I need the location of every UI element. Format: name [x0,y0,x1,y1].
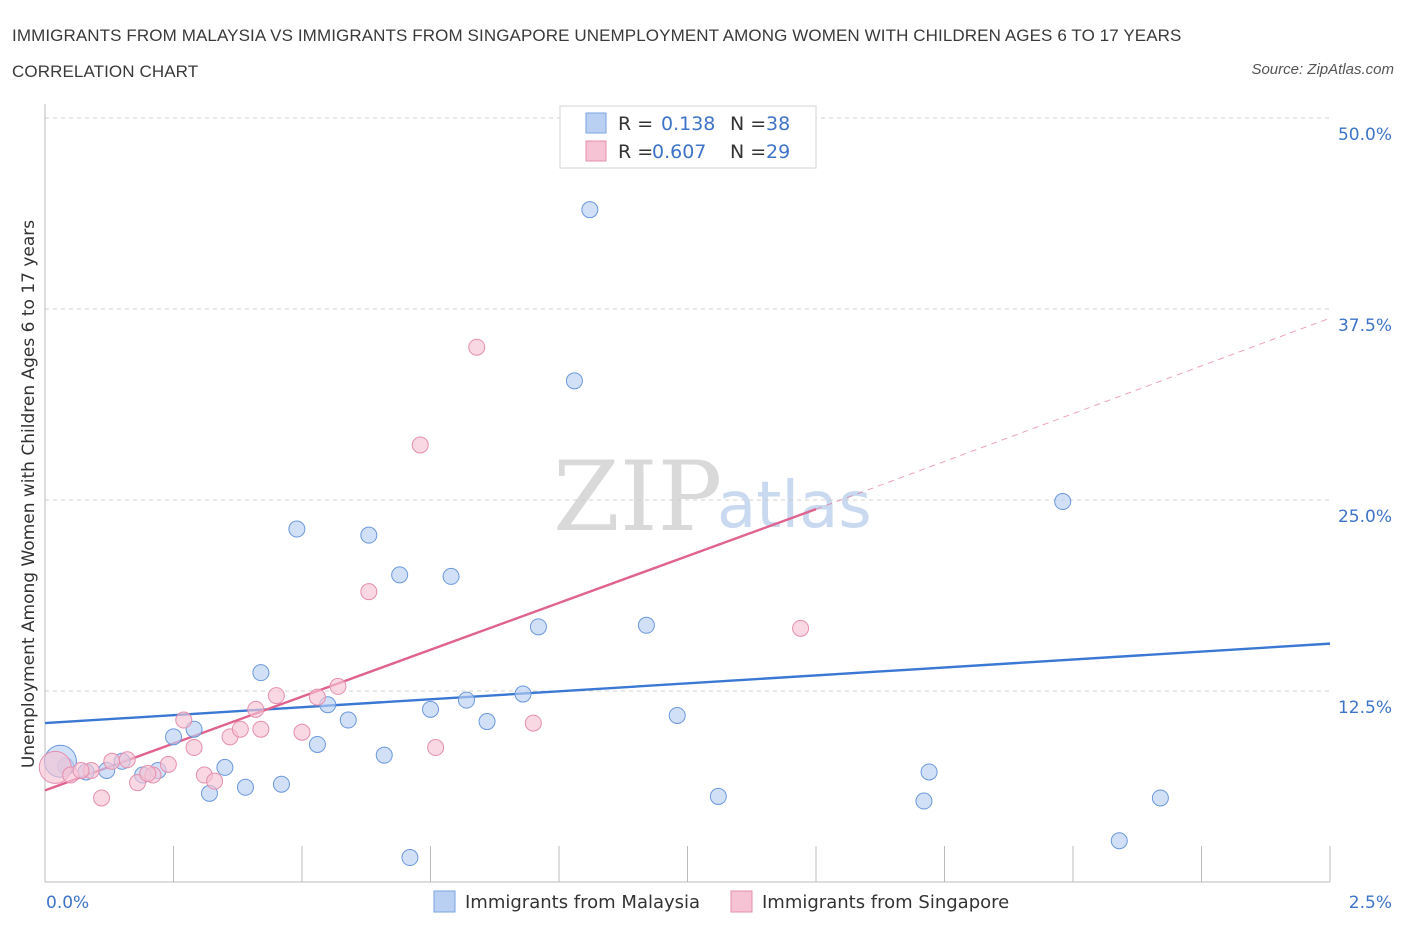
point-singapore [360,583,378,601]
point-singapore [468,338,486,356]
point-malaysia [668,706,686,724]
chart-source: Source: ZipAtlas.com [1251,61,1394,78]
legend-r-value-malaysia: 0.138 [661,113,715,135]
point-malaysia [442,567,460,585]
legend-n-value-singapore: 29 [766,141,790,163]
point-malaysia [565,372,583,390]
grid-lines [45,117,1330,692]
y-tick-label: 12.5% [1338,698,1392,718]
point-singapore [93,789,111,807]
legend-swatch-singapore [585,140,607,162]
point-malaysia [422,700,439,718]
point-malaysia [1151,789,1169,807]
point-malaysia [637,616,655,634]
bottom-legend-swatch-singapore [730,890,753,913]
legend-r-value-singapore: 0.607 [652,141,706,163]
point-singapore [329,677,347,695]
point-malaysia [360,526,378,544]
y-tick-label: 37.5% [1338,316,1392,336]
y-axis-label: Unemployment Among Women with Children A… [19,220,39,768]
point-singapore [524,714,542,732]
bottom-legend-singapore: Immigrants from Singapore [762,892,1009,913]
point-singapore [247,700,265,718]
watermark-atlas: atlas [717,469,872,543]
bottom-legend-swatch-malaysia [433,890,456,913]
point-malaysia [920,763,938,781]
y-tick-label: 50.0% [1338,125,1392,145]
point-singapore [206,772,224,790]
x-tick-label: 2.5% [1349,893,1392,913]
y-tick-label: 25.0% [1338,507,1392,527]
point-malaysia [308,735,326,753]
legend-r-label-malaysia: R = [618,113,653,135]
legend-n-label-singapore: N = [730,141,766,163]
point-singapore [252,720,270,738]
x-tick-label: 0.0% [46,893,89,913]
legend-swatch-malaysia [585,112,607,134]
point-singapore [185,739,203,757]
point-singapore [103,752,121,770]
point-malaysia [709,787,727,805]
bottom-legend-malaysia: Immigrants from Malaysia [465,892,700,913]
point-malaysia [915,792,933,810]
point-malaysia [252,664,270,682]
point-singapore [159,755,177,773]
point-singapore [792,619,810,637]
bottom-legend: Immigrants from Malaysia Immigrants from… [433,890,1009,913]
point-malaysia [401,849,419,867]
point-singapore [308,688,326,706]
chart-title: IMMIGRANTS FROM MALAYSIA VS IMMIGRANTS F… [12,26,1182,81]
point-malaysia [1110,832,1128,850]
point-malaysia [457,691,475,709]
point-singapore [139,765,157,783]
point-singapore [72,761,90,779]
point-malaysia [236,778,254,796]
point-singapore [293,723,311,741]
point-singapore [411,436,429,454]
legend-n-value-malaysia: 38 [766,113,790,135]
point-malaysia [391,566,409,584]
point-singapore [427,739,445,757]
point-malaysia [478,713,496,731]
legend-r-label-singapore: R = [618,141,653,163]
point-singapore [231,720,249,738]
watermark-zip: ZIP [553,441,722,553]
point-malaysia [1054,493,1072,511]
trend-line-malaysia [44,642,1331,725]
point-malaysia [581,201,599,219]
axes [44,104,1331,883]
point-singapore [267,687,285,705]
point-malaysia [529,618,547,636]
y-tick-labels: 12.5% 25.0% 37.5% 50.0% [1338,125,1392,718]
point-malaysia [514,685,532,703]
trend-lines [44,317,1331,792]
point-singapore [175,711,193,729]
point-malaysia [375,746,393,764]
point-malaysia [165,728,182,746]
point-malaysia [272,775,290,793]
trend-line-singapore-extension [815,317,1331,510]
point-malaysia [288,520,306,538]
data-points [38,201,1169,867]
point-singapore [118,751,136,769]
legend-n-label-malaysia: N = [730,113,766,135]
x-tick-labels: 0.0% 2.5% [46,893,1392,913]
point-malaysia [216,758,234,776]
point-malaysia [339,711,357,729]
stats-legend: R = 0.138 N = 38 R = 0.607 N = 29 [559,105,817,169]
